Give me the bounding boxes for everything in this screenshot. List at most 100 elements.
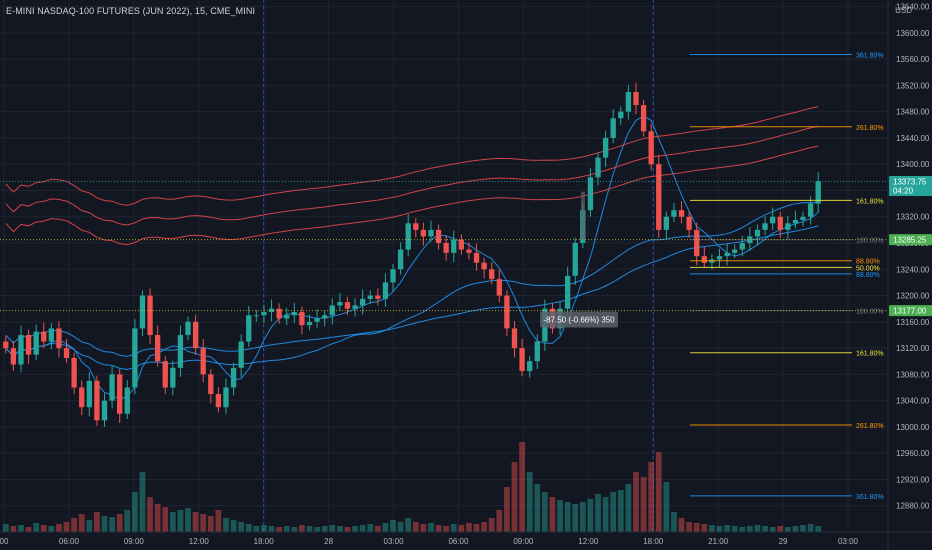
candle-body	[732, 249, 738, 253]
volume-bar	[238, 522, 245, 532]
volume-bar	[344, 527, 351, 532]
volume-bar	[466, 523, 472, 532]
volume-bar	[709, 525, 715, 532]
volume-bar	[557, 500, 563, 532]
x-tick-label: 06:00	[448, 537, 469, 546]
volume-bar	[2, 524, 9, 532]
x-tick-label: 09:00	[124, 537, 145, 546]
volume-bar	[56, 524, 62, 532]
fib-label: 161.80%	[856, 198, 884, 205]
price-tag-label: 13373.75	[893, 177, 927, 186]
candle-body	[162, 361, 168, 388]
ma-line-fast	[5, 115, 819, 401]
y-tick-label: 12880.00	[896, 502, 930, 511]
candle-body	[397, 249, 404, 270]
candle-body	[595, 157, 601, 178]
price-axis[interactable]: 13640.00 13600.00 13560.00 13520.00 13480.00…	[887, 0, 932, 550]
candle-body	[71, 357, 77, 388]
volume-bar	[78, 514, 85, 532]
candle-body	[284, 315, 290, 319]
candle-body	[390, 269, 396, 283]
candle-body	[716, 256, 723, 260]
candle-body	[352, 305, 358, 309]
candle-body	[56, 328, 62, 349]
y-tick-label: 13520.00	[896, 81, 930, 90]
volume-bar	[428, 523, 434, 532]
volume-bar	[693, 523, 700, 532]
volume-bar	[321, 526, 328, 532]
volume-bar	[94, 512, 100, 532]
volume-bar	[412, 522, 419, 532]
volume-bar	[306, 526, 313, 532]
candle-body	[208, 374, 214, 395]
measure-label: -87.50 (-0.66%) 350	[543, 316, 615, 325]
candle-body	[230, 367, 237, 388]
candle-body	[572, 243, 578, 276]
volume-bar	[800, 525, 806, 532]
ma-line-mid	[5, 202, 819, 371]
candle-body	[458, 239, 465, 250]
x-tick-label: 00	[0, 537, 9, 546]
y-tick-label: 13480.00	[896, 108, 930, 117]
volume-bar	[792, 526, 799, 532]
candle-body	[428, 229, 434, 237]
volume-bar	[777, 526, 784, 532]
volume-bar	[86, 520, 93, 532]
volume-bar	[534, 484, 541, 532]
candle-body	[625, 91, 632, 112]
volume-bar	[678, 518, 685, 532]
fibonacci-levels: 361.80% 261.80% 161.80% 100.00% 88.80%50.00%…	[0, 53, 888, 501]
candle-body	[238, 341, 244, 368]
volume-bar	[245, 524, 252, 532]
candle-body	[246, 315, 252, 342]
candle-body	[200, 348, 206, 375]
candle-body	[337, 302, 343, 306]
candle-body	[109, 374, 115, 401]
volume-bar	[177, 510, 184, 532]
candle-body	[534, 341, 540, 362]
volume-bar	[207, 516, 214, 532]
candle-body	[656, 164, 662, 230]
volume-bar	[291, 527, 298, 532]
measure-tool[interactable]: -87.50 (-0.66%) 350	[540, 191, 618, 328]
y-tick-label: 13560.00	[896, 55, 930, 64]
volume-bar	[382, 523, 389, 532]
y-tick-label: 13240.00	[896, 265, 930, 274]
ma-line-slow	[5, 225, 819, 357]
volume-bar	[131, 492, 138, 532]
price-tag-subtext: 04:20	[893, 186, 914, 195]
candle-body	[86, 380, 92, 408]
fib-label: 261.80%	[856, 423, 884, 430]
volume-bar	[139, 472, 146, 532]
volume-bar	[25, 527, 32, 532]
volume-bar	[807, 524, 814, 532]
candle-body	[3, 341, 9, 349]
fib-label: 88.80%	[856, 259, 880, 266]
measure-bar	[581, 191, 585, 240]
volume-bar	[579, 502, 586, 532]
volume-bar	[48, 526, 55, 532]
candle-body	[215, 394, 222, 408]
candle-body	[41, 331, 47, 342]
candle-body	[618, 111, 624, 119]
ma-line-red-3	[5, 106, 819, 206]
volume-bar	[192, 512, 199, 532]
candle-body	[724, 252, 730, 257]
volume-bar	[655, 452, 662, 532]
volume-bar	[63, 522, 70, 532]
price-tag-label: 13285.25	[893, 236, 927, 245]
volume-bar	[116, 514, 123, 532]
volume-bar	[162, 507, 169, 532]
x-tick-label: 09:00	[513, 537, 534, 546]
candle-body	[678, 210, 685, 217]
candle-body	[329, 305, 335, 316]
volume-bar	[397, 522, 404, 532]
candle-body	[489, 269, 495, 280]
volume-bar	[754, 525, 761, 532]
volume-bar	[784, 527, 791, 532]
candle-body	[139, 295, 146, 329]
y-tick-label: 13000.00	[896, 423, 930, 432]
time-axis[interactable]: 00 06:00 09:00 12:00 18:00 28 03:00 06:00 09:00 1…	[0, 531, 932, 546]
